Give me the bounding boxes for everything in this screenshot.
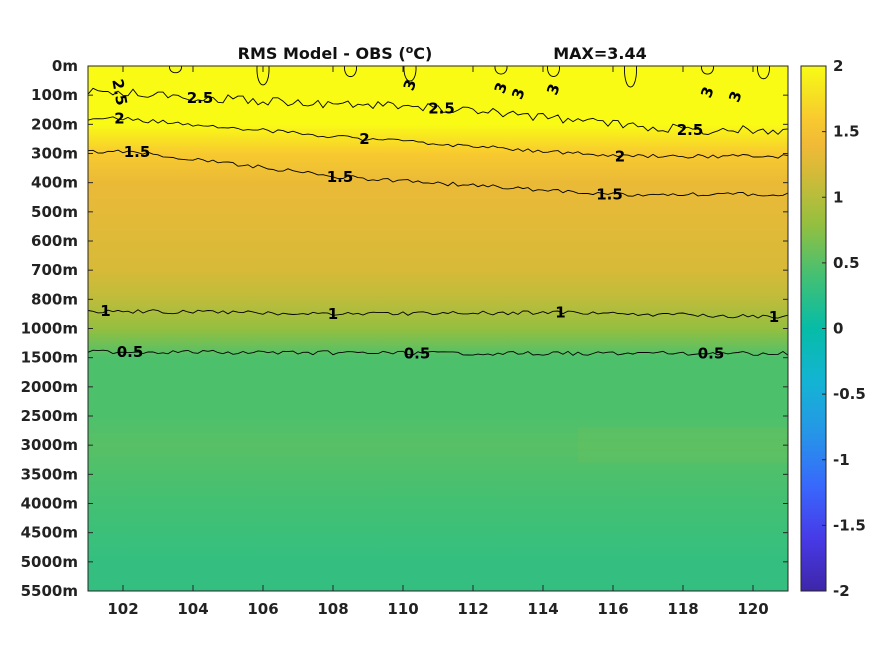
y-tick-label: 800m xyxy=(31,290,78,308)
y-tick-label: 2000m xyxy=(21,378,78,396)
y-tick-label: 5000m xyxy=(21,553,78,571)
x-tick-label: 114 xyxy=(527,600,558,618)
contour-line-3 xyxy=(344,65,357,78)
colorbar-tick-label: 0 xyxy=(833,320,843,338)
contour-line-0-5 xyxy=(87,349,789,356)
contour-line-2 xyxy=(87,116,789,159)
contour-lines xyxy=(87,65,789,356)
x-tick-label: 118 xyxy=(667,600,698,618)
contour-label-2-5: 2.5 xyxy=(108,78,130,107)
colorbar-tick-label: -1 xyxy=(833,451,850,469)
heatmap-field xyxy=(88,66,788,591)
x-tick-label: 106 xyxy=(247,600,278,618)
x-tick-label: 110 xyxy=(387,600,418,618)
y-tick-label: 1000m xyxy=(21,320,78,338)
contour-label-1: 1 xyxy=(100,302,110,320)
contour-line-3 xyxy=(169,65,182,74)
colorbar-tick-label: 1 xyxy=(833,188,843,206)
contour-label-1: 1 xyxy=(769,308,779,326)
colorbar-tick-label: 1.5 xyxy=(833,123,860,141)
y-tick-label: 1500m xyxy=(21,349,78,367)
colorbar: 2 1.5 1 0.5 0 -0.5 -1 -1.5 -2 xyxy=(800,57,866,600)
contour-label-2-5: 2.5 xyxy=(428,99,455,117)
contour-line-3 xyxy=(256,65,270,86)
contour-label-1-5: 1.5 xyxy=(596,185,623,203)
x-tick-label: 104 xyxy=(177,600,208,618)
y-tick-label: 3000m xyxy=(21,436,78,454)
colorbar-tick-label: -0.5 xyxy=(833,385,866,403)
contour-label-2: 2 xyxy=(114,110,124,128)
contour-label-2: 2 xyxy=(615,147,625,165)
contour-label-1-5: 1.5 xyxy=(327,168,354,186)
contour-line-3 xyxy=(624,65,637,88)
max-value-label: MAX=3.44 xyxy=(553,44,647,63)
x-tick-label: 120 xyxy=(737,600,768,618)
x-axis: 102 104 106 108 110 112 114 116 118 120 xyxy=(107,66,769,618)
contour-label-2: 2 xyxy=(359,130,369,148)
contour-line-3 xyxy=(701,65,714,75)
y-tick-label: 300m xyxy=(31,145,78,163)
y-tick-label: 0m xyxy=(52,57,78,75)
x-tick-label: 108 xyxy=(317,600,348,618)
colorbar-ticks: 2 1.5 1 0.5 0 -0.5 -1 -1.5 -2 xyxy=(822,57,866,600)
y-tick-label: 200m xyxy=(31,115,78,133)
colorbar-tick-label: -2 xyxy=(833,582,850,600)
contour-line-3 xyxy=(547,65,560,77)
contour-label-0-5: 0.5 xyxy=(404,344,431,362)
contour-label-2-5: 2.5 xyxy=(187,89,214,107)
y-tick-label: 4000m xyxy=(21,495,78,513)
y-tick-label: 500m xyxy=(31,203,78,221)
contour-label-0-5: 0.5 xyxy=(698,344,725,362)
y-tick-label: 3500m xyxy=(21,465,78,483)
contour-line-1-5 xyxy=(87,149,789,197)
y-tick-label: 4500m xyxy=(21,524,78,542)
y-tick-label: 700m xyxy=(31,261,78,279)
contour-label-1: 1 xyxy=(328,305,338,323)
colorbar-tick-label: -1.5 xyxy=(833,516,866,534)
x-tick-label: 116 xyxy=(597,600,628,618)
contour-line-3 xyxy=(494,65,508,75)
colorbar-tick-label: 0.5 xyxy=(833,254,860,272)
x-tick-label: 112 xyxy=(457,600,488,618)
contour-label-1-5: 1.5 xyxy=(124,143,151,161)
colorbar-tick-label: 2 xyxy=(833,57,843,75)
x-tick-label: 102 xyxy=(107,600,138,618)
contour-line-2-5 xyxy=(87,87,789,135)
contour-line-3 xyxy=(403,65,417,82)
contour-label-2-5: 2.5 xyxy=(677,121,704,139)
y-tick-label: 400m xyxy=(31,174,78,192)
chart-title: RMS Model - OBS (oC) xyxy=(238,43,433,63)
colorbar-scale xyxy=(800,65,827,592)
heatmap-field-deep-patch xyxy=(578,427,788,463)
contour-line-1 xyxy=(87,309,789,319)
y-tick-label: 2500m xyxy=(21,407,78,425)
y-tick-label: 100m xyxy=(31,86,78,104)
contour-label-0-5: 0.5 xyxy=(117,343,144,361)
y-axis: 0m 100m 200m 300m 400m 500m 600m 700m 800m 1000m 1… xyxy=(21,57,788,600)
contour-line-3 xyxy=(757,65,770,80)
contour-label-1: 1 xyxy=(555,303,565,321)
y-tick-label: 5500m xyxy=(21,582,78,600)
y-tick-label: 600m xyxy=(31,232,78,250)
